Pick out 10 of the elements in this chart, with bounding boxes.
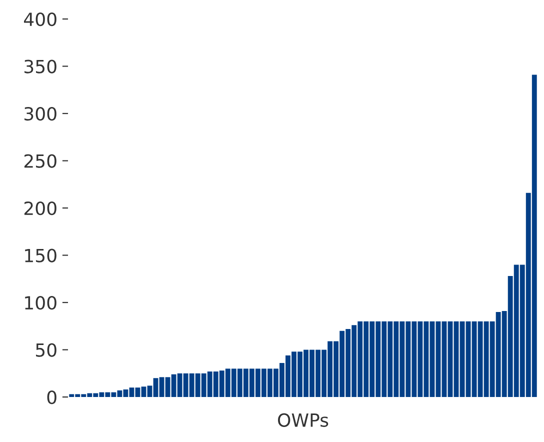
y-tick-label: 0 xyxy=(47,390,56,404)
y-tick-label: 350 xyxy=(24,60,56,74)
y-tick-label: 200 xyxy=(24,201,56,216)
y-tick-label: 50 xyxy=(36,343,56,357)
y-tick-label: 100 xyxy=(25,296,56,310)
x-axis-title: OWPs xyxy=(278,413,328,427)
y-tick-label: 400 xyxy=(24,12,56,26)
y-tick-label: 250 xyxy=(24,154,56,168)
y-tick-label: 150 xyxy=(25,248,56,262)
y-tick-label: 300 xyxy=(24,106,56,121)
